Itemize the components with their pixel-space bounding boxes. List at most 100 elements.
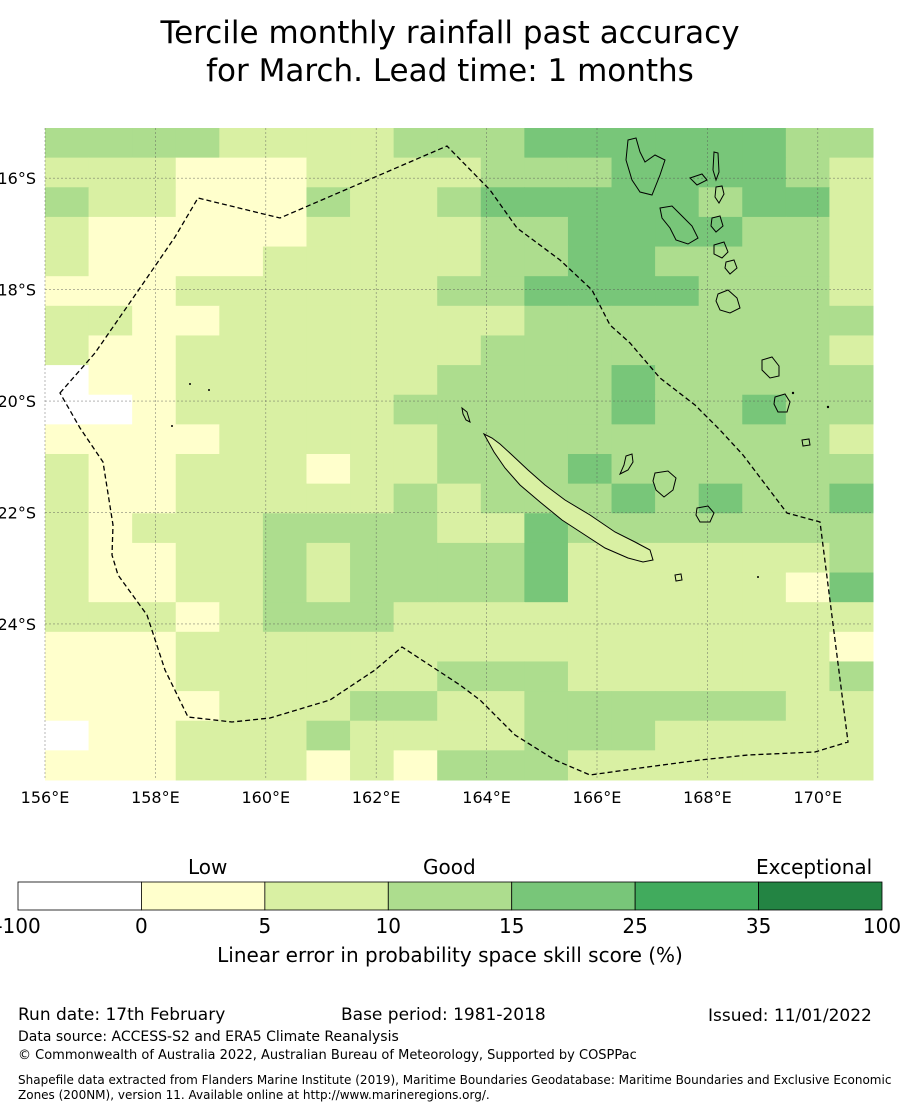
colorbar-segment — [387, 881, 513, 911]
skill-cell — [262, 276, 307, 307]
map-title: Tercile monthly rainfall past accuracy f… — [0, 14, 900, 90]
skill-cell — [437, 454, 482, 485]
skill-cell — [698, 157, 743, 188]
skill-cell — [306, 631, 351, 662]
skill-cell — [480, 128, 525, 159]
skill-cell — [306, 750, 351, 781]
skill-cell — [88, 157, 133, 188]
skill-cell — [306, 513, 351, 544]
skill-cell — [219, 720, 264, 751]
islet — [826, 405, 830, 409]
skill-cell — [262, 602, 307, 633]
skill-cell — [175, 335, 220, 366]
skill-cell — [262, 513, 307, 544]
skill-cell — [219, 572, 264, 603]
skill-cell — [45, 454, 90, 485]
skill-cell — [393, 365, 438, 396]
skill-cell — [132, 542, 177, 574]
colorbar-tick-label: 0 — [135, 914, 148, 938]
skill-cell — [742, 335, 787, 366]
skill-cell — [655, 454, 700, 485]
skill-cell — [45, 365, 90, 396]
skill-cell — [88, 335, 133, 366]
skill-cell — [524, 335, 569, 366]
skill-cell — [262, 750, 307, 781]
skill-cell — [219, 305, 264, 336]
skill-cell — [393, 691, 438, 722]
skill-cell — [698, 276, 743, 307]
vanuatu-island — [712, 151, 720, 182]
skill-cell — [742, 750, 787, 781]
skill-cell — [262, 424, 307, 455]
vanuatu-island — [724, 259, 738, 275]
skill-cell — [132, 572, 177, 603]
skill-cell — [437, 246, 482, 277]
skill-cell — [132, 720, 177, 751]
skill-cell — [567, 572, 613, 603]
skill-cell — [350, 661, 395, 692]
vanuatu-island — [710, 215, 724, 233]
skill-cell — [524, 602, 569, 633]
skill-cell — [567, 454, 613, 485]
skill-cell — [262, 720, 307, 751]
vanuatu-island — [714, 185, 725, 204]
skill-cell — [742, 276, 787, 307]
skill-cell — [655, 631, 700, 662]
skill-cell — [567, 128, 613, 159]
skill-cell — [219, 394, 264, 425]
skill-cell — [175, 216, 220, 248]
skill-cell — [655, 157, 700, 188]
skill-cell — [437, 483, 482, 514]
skill-cell — [306, 454, 351, 485]
skill-cell — [88, 216, 133, 248]
skill-cell — [350, 216, 395, 248]
skill-cell — [45, 602, 90, 633]
skill-cell — [350, 394, 395, 425]
skill-cell — [45, 542, 90, 574]
skill-cell — [611, 246, 656, 277]
skill-cell — [219, 661, 264, 692]
skill-cell — [524, 691, 569, 722]
skill-cell — [175, 246, 220, 277]
skill-cell — [480, 394, 525, 425]
skill-cell — [437, 542, 482, 574]
skill-cell — [132, 631, 177, 662]
skill-cell — [785, 365, 830, 396]
skill-cell — [393, 424, 438, 455]
skill-cell — [306, 572, 351, 603]
skill-cell — [698, 394, 743, 425]
skill-cell — [437, 187, 482, 218]
skill-cell — [132, 157, 177, 188]
skill-cell — [480, 187, 525, 218]
colorbar-segment — [758, 881, 883, 911]
skill-cell — [393, 631, 438, 662]
skill-cell — [655, 335, 700, 366]
skill-cell — [262, 335, 307, 366]
skill-cell — [611, 661, 656, 692]
skill-cell — [132, 365, 177, 396]
skill-cell — [45, 483, 90, 514]
skill-cell — [480, 513, 525, 544]
colorbar-category-good: Good — [423, 855, 476, 879]
y-tick-label: 22°S — [0, 504, 36, 523]
skill-cell — [306, 187, 351, 218]
skill-cell — [175, 602, 220, 633]
skill-cell — [219, 691, 264, 722]
skill-cell — [306, 128, 351, 159]
skill-cell — [742, 602, 787, 633]
skill-cell — [45, 750, 90, 781]
skill-cell — [611, 216, 656, 248]
issued-date: Issued: 11/01/2022 — [708, 1006, 872, 1026]
skill-cell — [567, 335, 613, 366]
skill-cell — [175, 276, 220, 307]
skill-cell — [350, 572, 395, 603]
skill-cell — [698, 691, 743, 722]
skill-cell — [306, 157, 351, 188]
skill-cell — [655, 216, 700, 248]
skill-cell — [524, 424, 569, 455]
skill-cell — [132, 128, 177, 159]
skill-cell — [132, 691, 177, 722]
skill-cell — [306, 424, 351, 455]
skill-cell — [611, 394, 656, 425]
x-tick-label: 156°E — [21, 788, 70, 807]
